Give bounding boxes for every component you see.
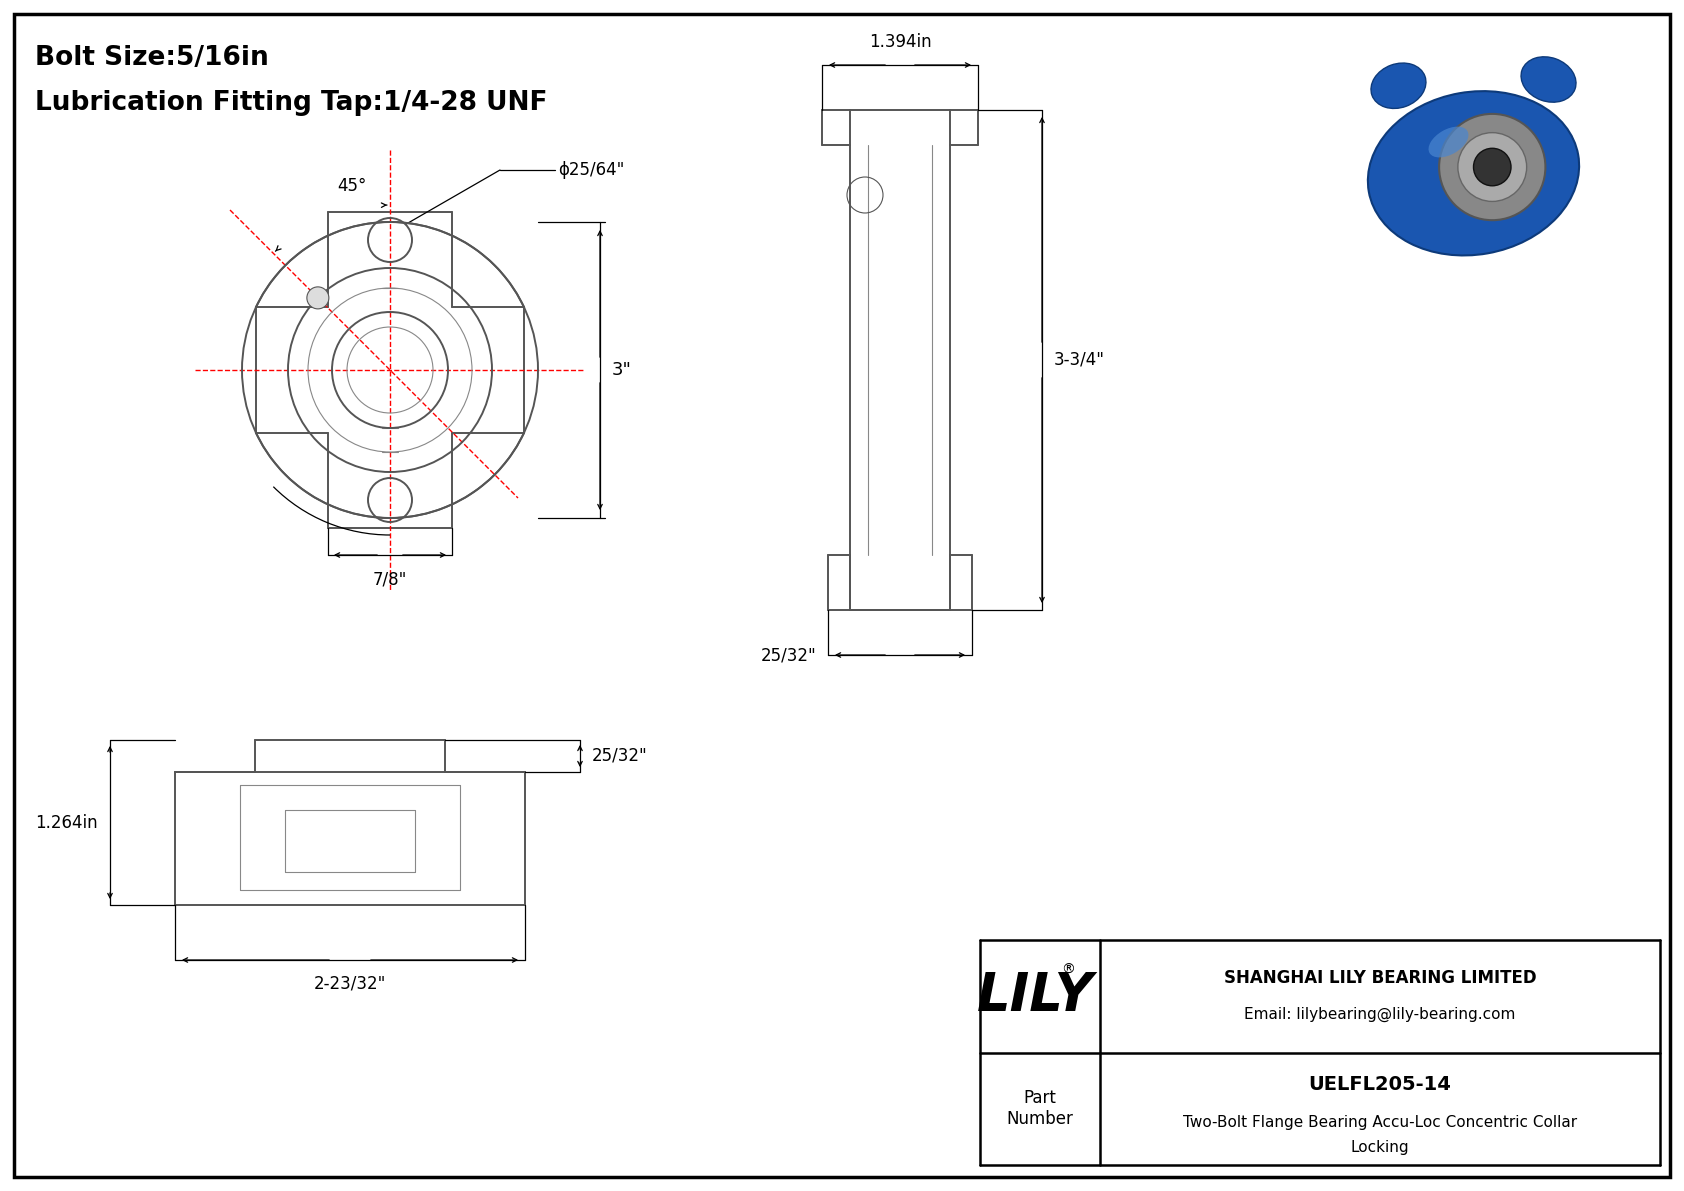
Text: 2-23/32": 2-23/32" (313, 975, 386, 993)
Circle shape (306, 287, 328, 308)
Text: Email: lilybearing@lily-bearing.com: Email: lilybearing@lily-bearing.com (1244, 1006, 1516, 1022)
Ellipse shape (1440, 114, 1546, 220)
Ellipse shape (1371, 63, 1426, 108)
Text: Two-Bolt Flange Bearing Accu-Loc Concentric Collar: Two-Bolt Flange Bearing Accu-Loc Concent… (1182, 1115, 1576, 1130)
Ellipse shape (1428, 126, 1468, 157)
Text: LILY: LILY (977, 971, 1093, 1022)
Text: Lubrication Fitting Tap:1/4-28 UNF: Lubrication Fitting Tap:1/4-28 UNF (35, 91, 547, 116)
Text: 3-3/4": 3-3/4" (1054, 351, 1105, 369)
Text: SHANGHAI LILY BEARING LIMITED: SHANGHAI LILY BEARING LIMITED (1224, 969, 1536, 987)
Text: ®: ® (1061, 964, 1074, 978)
Ellipse shape (1474, 149, 1511, 186)
Ellipse shape (1367, 92, 1580, 255)
Ellipse shape (1458, 132, 1527, 201)
Text: 7/8": 7/8" (372, 570, 408, 588)
Text: UELFL205-14: UELFL205-14 (1308, 1075, 1452, 1095)
Text: 3": 3" (611, 361, 632, 379)
Text: Bolt Size:5/16in: Bolt Size:5/16in (35, 45, 269, 71)
Text: 1.264in: 1.264in (35, 813, 98, 831)
Text: 25/32": 25/32" (759, 646, 817, 665)
Text: ϕ25/64": ϕ25/64" (557, 161, 625, 179)
Text: 1.394in: 1.394in (869, 33, 931, 51)
Text: 25/32": 25/32" (593, 747, 648, 765)
Text: Part
Number: Part Number (1007, 1090, 1073, 1128)
Ellipse shape (1521, 57, 1576, 102)
Text: Locking: Locking (1351, 1140, 1410, 1155)
Text: 45°: 45° (337, 177, 367, 195)
